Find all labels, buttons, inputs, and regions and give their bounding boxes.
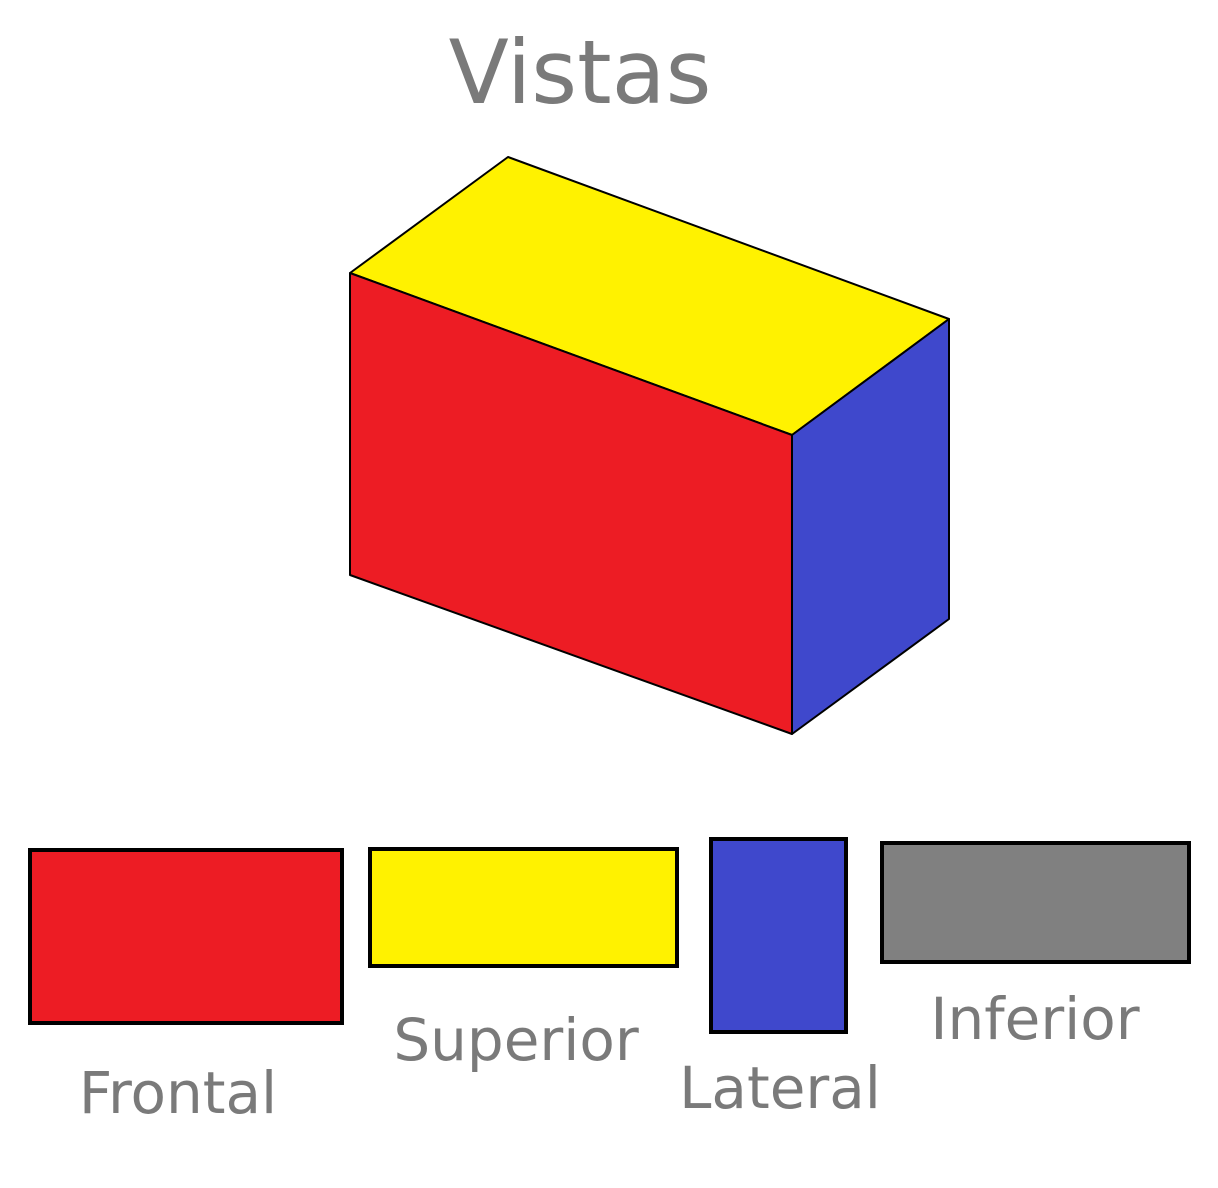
lateral-view-label: Lateral (679, 1054, 881, 1122)
inferior-view-label: Inferior (930, 985, 1140, 1053)
frontal-view-label: Frontal (78, 1059, 278, 1127)
frontal-view-swatch (28, 848, 344, 1025)
isometric-box (349, 156, 950, 735)
diagram-title: Vistas (448, 21, 712, 124)
lateral-view-swatch (709, 837, 848, 1034)
superior-view-swatch (368, 847, 679, 968)
superior-view-label: Superior (393, 1006, 639, 1074)
box-side-face (791, 318, 950, 735)
inferior-view-swatch (880, 841, 1191, 964)
